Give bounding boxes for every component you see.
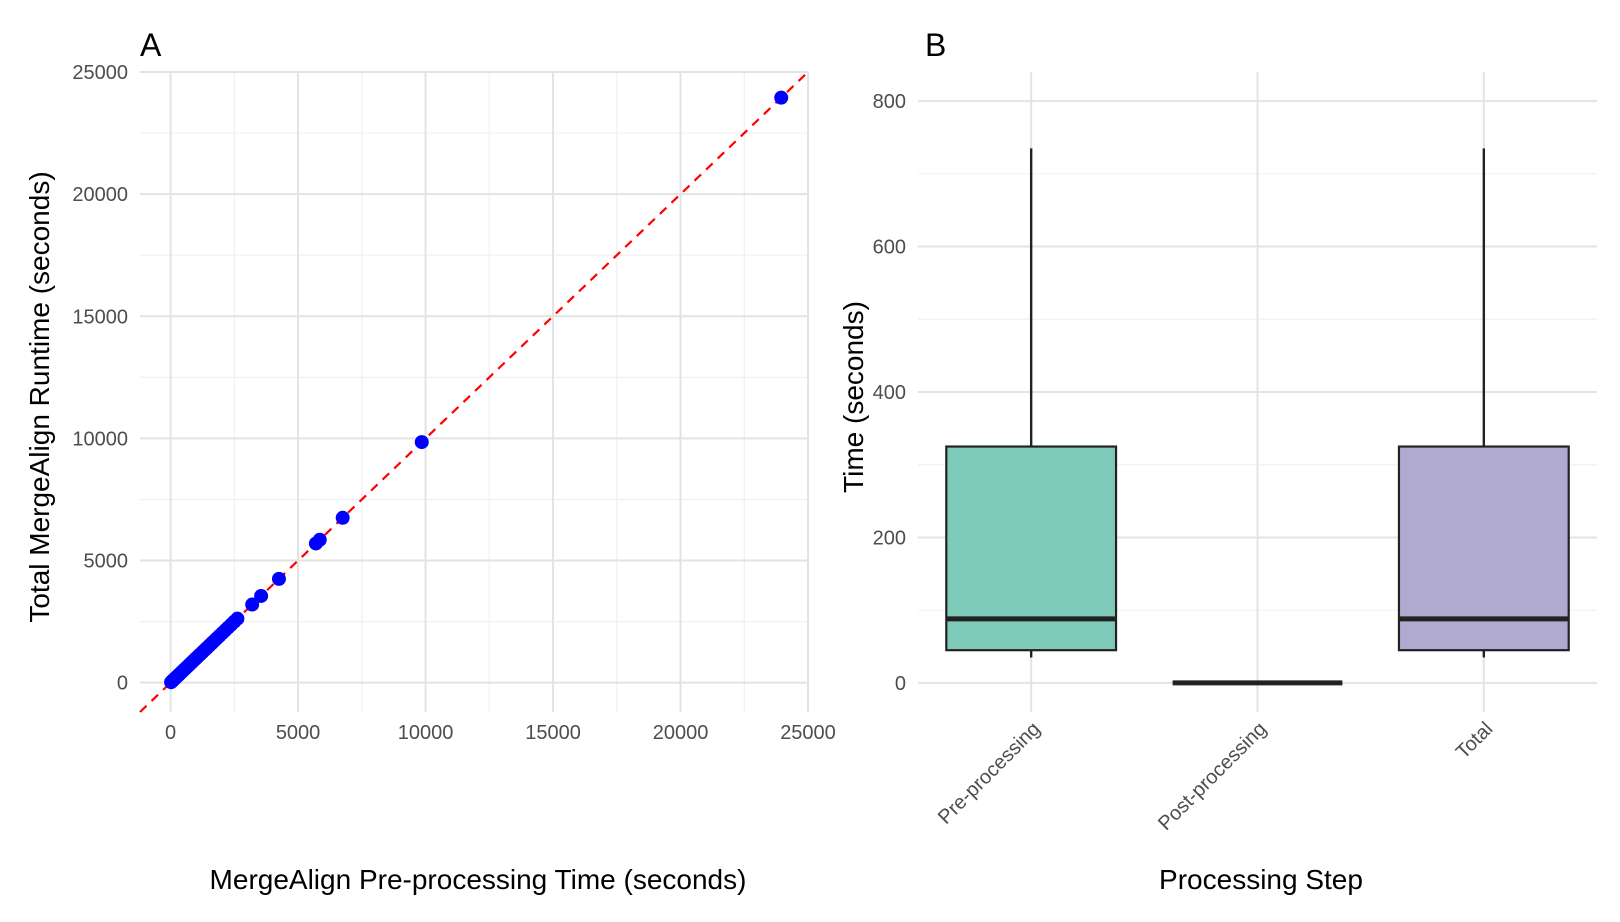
panel-a-gridlines <box>140 71 809 712</box>
panel-b-x-tick-label: Post-processing <box>1154 718 1271 835</box>
panel-b-y-tick-label: 200 <box>873 527 906 549</box>
panel-b-box-plot: B Pre-processing Post-processing Total 0 20… <box>838 27 1597 895</box>
panel-a-x-tick-label: 0 <box>165 722 176 744</box>
panel-b-boxes <box>945 148 1570 686</box>
panel-b-y-axis-title: Time (seconds) <box>838 301 869 493</box>
panel-a-data-point <box>312 532 327 547</box>
panel-b-box-2 <box>1397 148 1570 658</box>
panel-a-data-point <box>230 611 245 626</box>
panel-a-y-tick-label: 15000 <box>72 306 128 328</box>
panel-b-box-0 <box>945 148 1118 658</box>
panel-b-tag: B <box>925 27 946 63</box>
panel-a-y-tick-labels: 0 5000 10000 15000 20000 25000 <box>72 62 128 695</box>
panel-a-data-point <box>335 510 350 525</box>
panel-b-y-tick-label: 800 <box>873 91 906 113</box>
panel-a-y-tick-label: 0 <box>117 673 128 695</box>
panel-b-y-tick-labels: 0 200 400 600 800 <box>873 91 906 695</box>
panel-a-scatter-plot: A 0 5000 10000 15000 20000 25000 0 5000 10000 15… <box>24 27 836 895</box>
panel-a-reference-line-group <box>139 71 809 713</box>
panel-a-y-tick-label: 5000 <box>84 551 129 573</box>
panel-a-x-tick-label: 5000 <box>276 722 321 744</box>
panel-b-box-body <box>1397 445 1570 652</box>
panel-a-data-point <box>271 571 286 586</box>
panel-a-data-point <box>245 597 260 612</box>
panel-a-x-axis-title: MergeAlign Pre-processing Time (seconds) <box>210 864 747 895</box>
panel-b-box-body <box>945 445 1118 652</box>
panel-b-y-tick-label: 600 <box>873 237 906 259</box>
panel-a-x-tick-label: 20000 <box>653 722 709 744</box>
panel-a-x-tick-label: 15000 <box>525 722 581 744</box>
panel-a-points <box>164 90 789 690</box>
panel-a-x-tick-labels: 0 5000 10000 15000 20000 25000 <box>165 722 836 744</box>
panel-b-y-tick-label: 400 <box>873 382 906 404</box>
panel-a-data-point <box>414 435 429 450</box>
panel-a-data-point <box>254 588 269 603</box>
panel-a-data-point <box>774 90 789 105</box>
panel-a-y-tick-label: 10000 <box>72 428 128 450</box>
panel-a-x-tick-label: 25000 <box>780 722 836 744</box>
panel-a-y-tick-label: 25000 <box>72 62 128 84</box>
panel-b-x-tick-label: Total <box>1452 718 1497 763</box>
panel-a-y-axis-title: Total MergeAlign Runtime (seconds) <box>24 171 55 622</box>
panel-a-tag: A <box>140 27 162 63</box>
panel-b-x-tick-labels: Pre-processing Post-processing Total <box>934 718 1497 835</box>
panel-a-x-tick-label: 10000 <box>398 722 454 744</box>
panel-a-y-tick-label: 20000 <box>72 184 128 206</box>
panel-a-identity-line <box>139 71 809 713</box>
panel-b-y-tick-label: 0 <box>895 673 906 695</box>
panel-b-x-tick-label: Pre-processing <box>934 718 1045 829</box>
panel-b-x-axis-title: Processing Step <box>1159 864 1363 895</box>
